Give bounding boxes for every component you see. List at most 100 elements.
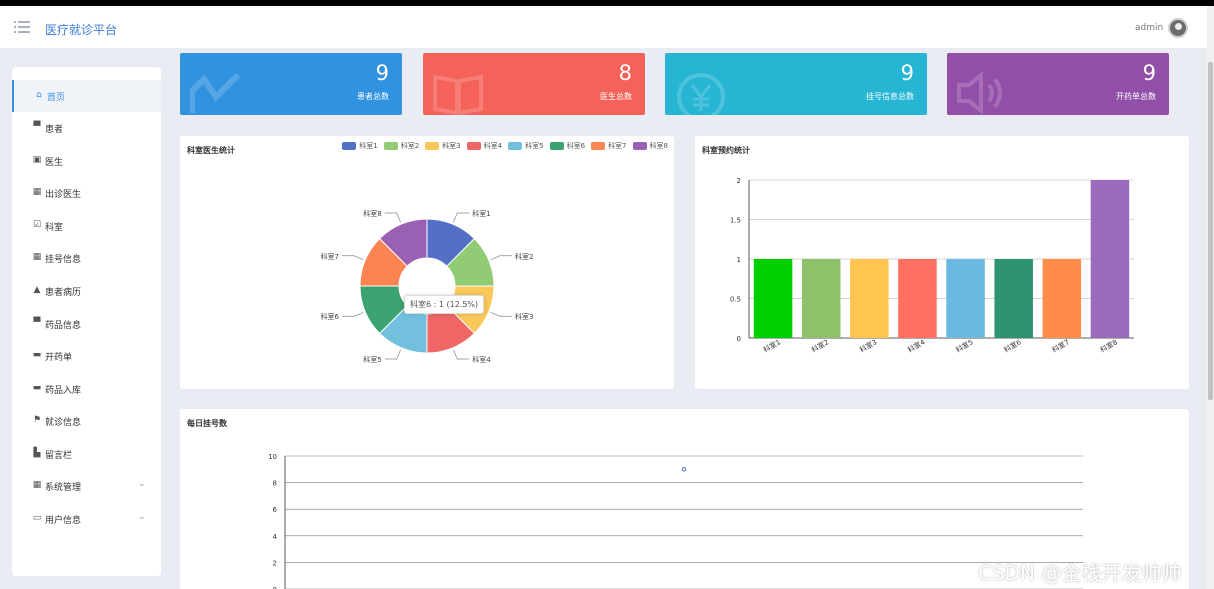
chart-tooltip: 科室6 : 1 (12.5%): [404, 295, 485, 314]
chart-icon: [190, 72, 241, 113]
y-tick-label: 4: [273, 533, 278, 541]
stat-value: 9: [1142, 61, 1156, 85]
pie-label: 科室2: [515, 252, 533, 261]
line-chart[interactable]: 0 2 4 6 8 10: [180, 409, 1189, 589]
sidebar-item-label: 系统管理: [45, 483, 82, 493]
sidebar: ⌂ 首页 ▀ 患者 ▣ 医生 ▦ 出诊医生 ☑ 科室 ▦ 挂号信息 ▲ 患者病历…: [12, 67, 161, 576]
legend-item[interactable]: 科室2: [383, 141, 419, 151]
y-tick-label: 0: [737, 335, 741, 343]
legend-swatch: [632, 142, 647, 150]
speaker-icon: [957, 71, 1002, 115]
page-scrollbar[interactable]: [1207, 6, 1214, 589]
chart-legend[interactable]: 科室1 科室2 科室3 科室4 科室5 科室6 科室7 科室8: [342, 141, 668, 151]
pie-label: 科室3: [515, 312, 533, 321]
y-tick-label: 0: [273, 586, 277, 589]
sidebar-item-home[interactable]: ⌂ 首页: [12, 80, 161, 112]
pie-label-line: [490, 312, 512, 317]
x-tick-label: 科室7: [1050, 337, 1070, 354]
x-tick-label: 科室8: [1098, 337, 1118, 354]
pie-label: 科室8: [363, 209, 381, 218]
sidebar-item-label: 首页: [47, 93, 66, 103]
sidebar-item-label: 患者: [45, 125, 64, 135]
avatar[interactable]: [1168, 18, 1188, 38]
message-icon: ▬: [32, 383, 42, 393]
sidebar-item-medical-record[interactable]: ▲ 患者病历: [12, 275, 161, 307]
sidebar-item-label: 药品信息: [45, 321, 82, 331]
chart-title: 科室医生统计: [187, 146, 235, 155]
pie-label: 科室5: [363, 355, 381, 364]
bar: [1090, 180, 1130, 338]
chevron-down-icon: ⌄: [138, 479, 146, 489]
legend-swatch: [508, 142, 523, 150]
user-name[interactable]: admin: [1135, 23, 1164, 33]
bar-chart[interactable]: 0 0.5 1 1.5 2 科室1 科室2 科室3 科室4 科室5 科室6 科室7 科室8: [695, 136, 1189, 389]
sidebar-item-label: 医生: [45, 158, 64, 168]
bar: [1042, 259, 1082, 338]
bar: [898, 259, 937, 338]
legend-item[interactable]: 科室8: [632, 141, 668, 151]
stat-value: 8: [618, 61, 632, 85]
pie-label-line: [384, 212, 401, 223]
home-icon: ⌂: [36, 90, 42, 100]
sidebar-item-message-board[interactable]: ▙ 留言栏: [12, 438, 161, 470]
sidebar-item-duty-doctor[interactable]: ▦ 出诊医生: [12, 177, 161, 209]
legend-item[interactable]: 科室7: [591, 141, 627, 151]
yen-icon: [677, 73, 725, 115]
pie-chart[interactable]: 科室1 科室2 科室3 科室4 科室5 科室6 科室7 科室8: [180, 136, 674, 389]
chart-title: 每日挂号数: [187, 419, 227, 428]
legend-label: 科室5: [525, 142, 544, 150]
sidebar-item-registration[interactable]: ▦ 挂号信息: [12, 242, 161, 274]
bar: [946, 259, 985, 338]
legend-item[interactable]: 科室5: [508, 141, 544, 151]
sidebar-item-doctor[interactable]: ▣ 医生: [12, 145, 161, 177]
legend-item[interactable]: 科室4: [466, 141, 503, 151]
sidebar-item-visit-info[interactable]: ⚑ 就诊信息: [12, 405, 161, 437]
legend-label: 科室3: [442, 142, 461, 150]
sidebar-item-department[interactable]: ☑ 科室: [12, 210, 161, 242]
stat-label: 患者总数: [357, 92, 389, 101]
y-tick-label: 2: [737, 177, 741, 185]
grid-icon: ▦: [32, 480, 42, 490]
legend-item[interactable]: 科室3: [425, 141, 461, 151]
x-tick-label: 科室5: [954, 337, 974, 354]
top-bar: 医疗就诊平台 admin: [0, 6, 1207, 48]
monitor-icon: ▀: [33, 318, 41, 328]
watermark: CSDN @全栈开发帅帅: [978, 561, 1182, 585]
sidebar-item-patient[interactable]: ▀ 患者: [12, 112, 161, 144]
dept-appointment-panel: 科室预约统计 0 0.5 1 1.5 2 科室1 科室2 科室3 科室4 科室5 科室6 科室7 科室8: [695, 136, 1189, 389]
sidebar-item-label: 开药单: [45, 353, 73, 363]
legend-label: 科室4: [483, 142, 503, 150]
y-tick-label: 1: [737, 256, 741, 264]
legend-item[interactable]: 科室1: [342, 141, 378, 151]
pie-label-line: [384, 349, 401, 360]
chart-title: 科室预约统计: [702, 146, 750, 155]
sidebar-item-prescription[interactable]: ▬ 开药单: [12, 340, 161, 372]
sidebar-item-label: 挂号信息: [45, 255, 82, 265]
sidebar-item-system[interactable]: ▦ 系统管理 ⌄: [12, 470, 161, 502]
legend-label: 科室8: [649, 142, 668, 150]
menu-toggle-icon[interactable]: [14, 20, 30, 34]
bar: [850, 259, 889, 338]
sidebar-item-label: 患者病历: [45, 288, 82, 298]
sidebar-item-user-info[interactable]: ▭ 用户信息 ⌄: [12, 503, 161, 535]
sidebar-item-drug-info[interactable]: ▀ 药品信息: [12, 308, 161, 340]
legend-item[interactable]: 科室6: [549, 141, 585, 151]
pie-slice: [378, 218, 428, 267]
sidebar-item-drug-stock[interactable]: ▬ 药品入库: [12, 373, 161, 405]
legend-label: 科室7: [608, 142, 627, 150]
briefcase-icon: ▬: [32, 350, 42, 360]
stat-value: 9: [375, 61, 389, 85]
clipboard-icon: ▣: [32, 155, 42, 165]
dept-doctor-panel: 科室医生统计 科室1 科室2 科室3 科室4 科室5 科室6 科室7 科室8 科室1 科室2 科室…: [180, 136, 674, 389]
stat-label: 挂号信息总数: [866, 92, 914, 101]
stat-card-patients[interactable]: 9 患者总数: [180, 53, 402, 115]
stat-card-registrations[interactable]: 9 挂号信息总数: [665, 53, 927, 115]
y-tick-label: 6: [273, 506, 278, 514]
stat-card-prescriptions[interactable]: 9 开药单总数: [947, 53, 1169, 115]
pie-label-line: [342, 312, 364, 317]
stat-card-doctors[interactable]: 8 医生总数: [423, 53, 645, 115]
chevron-down-icon: ⌄: [138, 512, 146, 522]
legend-swatch: [342, 142, 357, 150]
scrollbar-thumb[interactable]: [1208, 62, 1213, 400]
y-tick-label: 2: [273, 559, 277, 567]
